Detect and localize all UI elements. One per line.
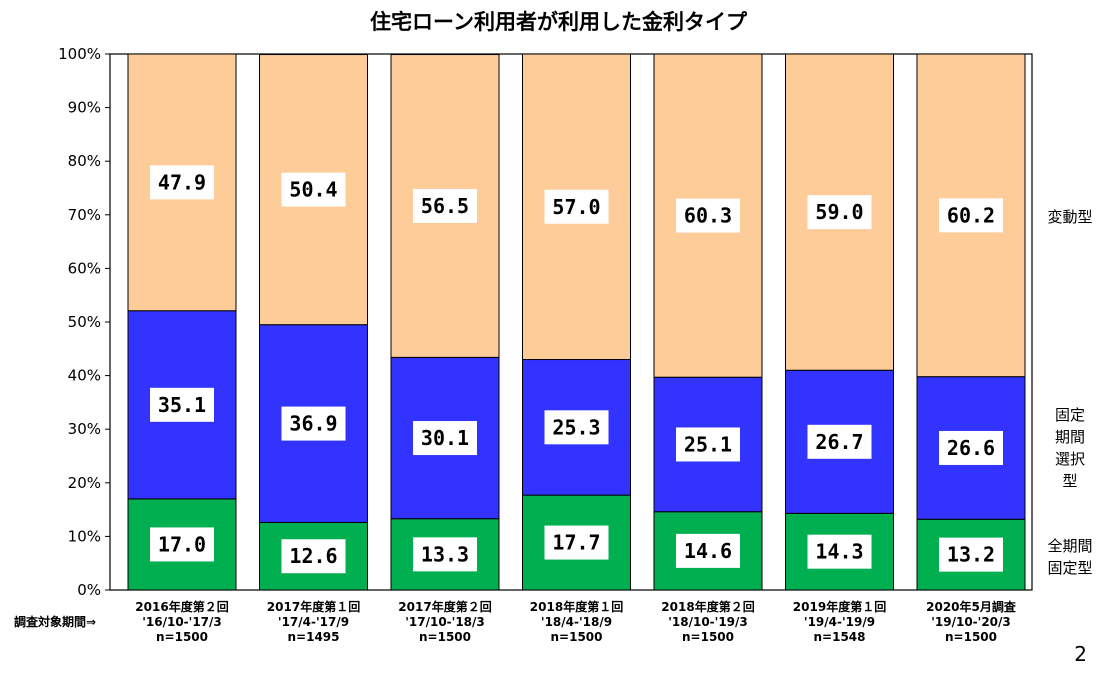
data-label-box — [544, 189, 609, 224]
y-tick-label: 10% — [68, 527, 101, 545]
data-label: 25.3 — [552, 415, 600, 439]
x-category-label: n=1548 — [814, 630, 866, 644]
series-label: 変動型 — [1047, 208, 1092, 226]
data-label: 36.9 — [289, 412, 337, 436]
data-label-box — [939, 430, 1003, 465]
data-label-box — [544, 410, 609, 445]
x-category-label: 2019年度第１回 — [793, 599, 886, 614]
x-category-label: '19/10-'20/3 — [931, 615, 1011, 629]
data-label-box — [807, 534, 872, 569]
y-tick-label: 0% — [77, 581, 101, 599]
x-category-label: 2018年度第１回 — [530, 599, 623, 614]
data-label-box — [939, 537, 1003, 572]
y-tick-label: 30% — [68, 420, 101, 438]
data-label: 26.6 — [947, 436, 995, 460]
data-label: 60.3 — [684, 204, 732, 228]
y-tick-label: 70% — [68, 206, 101, 224]
data-label: 25.1 — [684, 432, 732, 456]
data-label: 47.9 — [158, 170, 206, 194]
y-tick-label: 80% — [68, 152, 101, 170]
y-tick-label: 50% — [68, 313, 101, 331]
data-label-box — [413, 421, 477, 456]
data-label-box — [150, 165, 214, 200]
x-category-label: '18/10-'19/3 — [668, 615, 748, 629]
data-label: 59.0 — [815, 200, 863, 224]
series-label: 選択 — [1055, 450, 1085, 468]
data-label: 26.7 — [815, 430, 863, 454]
x-category-label: '16/10-'17/3 — [142, 615, 222, 629]
x-category-label: 2017年度第２回 — [398, 599, 491, 614]
series-label: 型 — [1062, 472, 1077, 490]
data-label: 13.3 — [421, 542, 469, 566]
bar-segment — [653, 511, 763, 591]
data-label-box — [807, 424, 872, 459]
series-label: 全期間 — [1047, 537, 1092, 555]
x-category-label: 2017年度第１回 — [267, 599, 360, 614]
data-label: 13.2 — [947, 543, 995, 567]
data-label: 14.3 — [815, 540, 863, 564]
data-label: 50.4 — [289, 178, 337, 202]
y-tick-label: 100% — [58, 45, 101, 63]
y-tick-label: 90% — [68, 99, 101, 117]
y-tick-label: 20% — [68, 474, 101, 492]
data-label-box — [150, 527, 214, 562]
data-label: 14.6 — [684, 539, 732, 563]
data-label: 17.0 — [158, 532, 206, 556]
x-category-label: '17/4-'17/9 — [278, 615, 349, 629]
x-category-label: 2020年5月調査 — [926, 599, 1017, 614]
x-category-label: n=1500 — [551, 630, 603, 644]
data-label-box — [281, 406, 346, 441]
data-label-box — [413, 537, 477, 572]
data-label-box — [676, 198, 740, 233]
x-category-label: '19/4-'19/9 — [804, 615, 875, 629]
data-label-box — [939, 198, 1003, 233]
data-label: 57.0 — [552, 195, 600, 219]
data-label: 60.2 — [947, 203, 995, 227]
data-label: 12.6 — [289, 544, 337, 568]
data-label: 30.1 — [421, 426, 469, 450]
x-category-label: 2016年度第２回 — [135, 599, 228, 614]
x-category-label: n=1500 — [945, 630, 997, 644]
data-label-box — [281, 172, 346, 207]
data-label: 56.5 — [421, 194, 469, 218]
data-label-box — [413, 188, 477, 223]
y-tick-label: 60% — [68, 259, 101, 277]
survey-period-prefix: 調査対象期間⇒ — [14, 614, 96, 629]
chart-title: 住宅ローン利用者が利用した金利タイプ — [370, 10, 747, 34]
data-label: 35.1 — [158, 393, 206, 417]
data-label: 17.7 — [552, 531, 600, 555]
y-tick-label: 40% — [68, 367, 101, 385]
x-category-label: n=1500 — [682, 630, 734, 644]
x-category-label: n=1500 — [419, 630, 471, 644]
data-label-box — [676, 427, 740, 462]
x-category-label: n=1495 — [288, 630, 340, 644]
data-label-box — [544, 525, 609, 560]
series-label: 固定 — [1055, 406, 1085, 424]
x-category-label: '18/4-'18/9 — [541, 615, 612, 629]
x-category-label: '17/10-'18/3 — [405, 615, 485, 629]
series-label: 期間 — [1055, 428, 1085, 446]
x-category-label: n=1500 — [156, 630, 208, 644]
data-label-box — [281, 539, 346, 574]
page-number: 2 — [1074, 642, 1087, 666]
data-label-box — [807, 195, 872, 230]
x-category-label: 2018年度第２回 — [661, 599, 754, 614]
series-label: 固定型 — [1047, 559, 1092, 577]
data-label-box — [150, 387, 214, 422]
data-label-box — [676, 533, 740, 568]
